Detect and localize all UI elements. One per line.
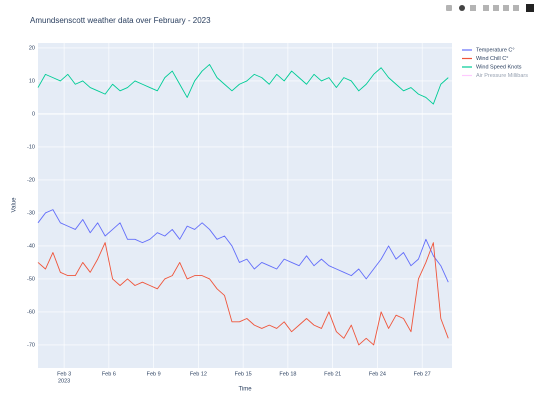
x-tick-label: Feb 27 [414, 371, 431, 377]
x-tick-label: Feb 6 [102, 371, 116, 377]
x-year-label: 2023 [58, 378, 70, 384]
y-tick-label: 0 [32, 111, 35, 117]
modebar[interactable] [446, 4, 534, 12]
y-tick-label: -60 [27, 309, 35, 315]
zoom-in-icon[interactable] [483, 5, 489, 11]
legend-label[interactable]: Wind Speed Knots [476, 64, 522, 70]
series-line [37, 209, 449, 283]
y-tick-label: -30 [27, 210, 35, 216]
legend-label[interactable]: Temperature C° [476, 47, 515, 53]
x-tick-label: Feb 3 [57, 371, 71, 377]
reset-icon[interactable] [513, 5, 519, 11]
y-tick-label: -20 [27, 177, 35, 183]
series-line [37, 64, 449, 105]
legend-item[interactable]: Temperature C° [462, 47, 515, 53]
legend-item[interactable]: Wind Chill C° [462, 56, 508, 62]
y-tick-label: -40 [27, 243, 35, 249]
legend-item[interactable]: Wind Speed Knots [462, 64, 522, 70]
x-axis-title: Time [238, 387, 252, 393]
pan-icon[interactable] [470, 5, 476, 11]
y-tick-label: 10 [29, 78, 35, 84]
legend-item[interactable]: Air Pressure Millibars [462, 73, 528, 79]
x-tick-label: Feb 24 [369, 371, 386, 377]
y-tick-label: -50 [27, 276, 35, 282]
x-tick-label: Feb 15 [235, 371, 252, 377]
legend-label[interactable]: Air Pressure Millibars [476, 73, 528, 79]
x-tick-label: Feb 12 [190, 371, 207, 377]
camera-icon[interactable] [446, 5, 452, 11]
autoscale-icon[interactable] [503, 5, 509, 11]
y-axis-title: Value [12, 197, 18, 213]
y-tick-label: -70 [27, 342, 35, 348]
chart-title: Amundsenscott weather data over February… [30, 16, 211, 25]
plot-area [38, 43, 452, 368]
x-tick-label: Feb 9 [147, 371, 161, 377]
series-line [37, 242, 449, 346]
zoom-out-icon[interactable] [493, 5, 499, 11]
plotly-logo[interactable] [526, 4, 534, 12]
x-tick-label: Feb 18 [279, 371, 296, 377]
x-tick-label: Feb 21 [324, 371, 341, 377]
y-tick-label: 20 [29, 45, 35, 51]
zoom-icon[interactable] [459, 5, 465, 11]
legend-label[interactable]: Wind Chill C° [476, 56, 508, 62]
y-tick-label: -10 [27, 144, 35, 150]
